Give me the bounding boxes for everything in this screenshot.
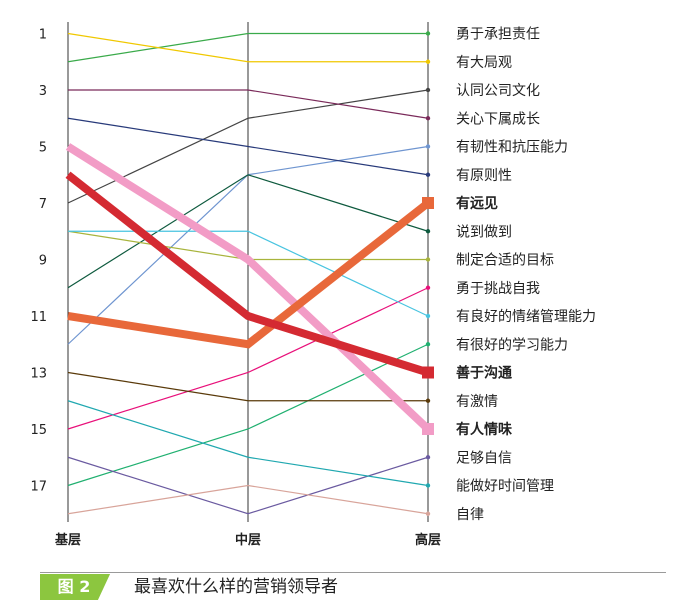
caption-rule	[40, 572, 666, 573]
series-end-marker	[422, 423, 434, 435]
category-label: 基层	[54, 532, 81, 548]
y-tick-label: 11	[30, 310, 47, 325]
y-tick-label: 13	[30, 367, 47, 382]
series-label: 善于沟通	[456, 365, 512, 382]
series-label: 有人情味	[456, 421, 512, 438]
series-line	[67, 400, 429, 487]
series-line	[67, 174, 429, 289]
series-end-marker	[425, 511, 431, 516]
series-line	[68, 89, 429, 119]
series-line	[67, 32, 428, 63]
series-label: 制定合适的目标	[456, 253, 554, 269]
figure-label: 图 2	[57, 577, 91, 596]
series-end-marker	[425, 483, 431, 488]
series-label: 勇于挑战自我	[456, 281, 540, 297]
category-label: 高层	[415, 532, 441, 548]
series-line	[67, 89, 429, 204]
figure-caption: 最喜欢什么样的营销领导者	[134, 577, 338, 597]
series-line	[67, 484, 429, 515]
series-label: 有很好的学习能力	[456, 337, 568, 353]
y-tick-label: 7	[39, 197, 47, 212]
y-tick-label: 5	[39, 141, 47, 156]
series-end-marker	[422, 197, 434, 209]
y-tick-label: 15	[30, 423, 47, 438]
series-end-marker	[425, 116, 431, 121]
series-end-marker	[425, 342, 431, 347]
series-end-marker	[425, 172, 431, 177]
series-label: 说到做到	[456, 224, 512, 240]
series-end-marker	[425, 257, 431, 262]
series-label: 有大局观	[456, 55, 512, 71]
y-tick-label: 9	[39, 254, 47, 269]
series-label: 有原则性	[456, 168, 512, 184]
series-line	[67, 287, 429, 430]
series-label: 有远见	[456, 195, 498, 212]
y-tick-label: 1	[39, 28, 47, 43]
series-label: 有韧性和抗压能力	[456, 140, 568, 156]
series-line	[67, 32, 428, 63]
series-end-marker	[425, 455, 431, 460]
series-label: 认同公司文化	[456, 83, 540, 99]
series-line	[67, 117, 429, 176]
series-line	[68, 230, 429, 317]
series-line	[65, 143, 431, 432]
series-end-marker	[425, 285, 431, 290]
series-label: 有激情	[456, 393, 498, 410]
series-end-marker	[425, 398, 431, 403]
series-end-marker	[425, 229, 431, 234]
category-label: 中层	[235, 532, 261, 548]
series-end-marker	[425, 87, 431, 93]
series-line	[67, 371, 428, 402]
series-line	[67, 199, 431, 349]
y-tick-label: 17	[30, 480, 47, 495]
series-label: 能做好时间管理	[456, 479, 554, 495]
series-end-marker	[425, 59, 431, 64]
series-label: 自律	[456, 507, 484, 523]
series-end-marker	[422, 366, 434, 379]
series-label: 关心下属成长	[456, 111, 540, 127]
series-label: 足够自信	[456, 450, 512, 466]
series-label: 勇于承担责任	[456, 27, 540, 43]
series-line	[65, 171, 430, 377]
series-label: 有良好的情绪管理能力	[456, 309, 596, 325]
series-end-marker	[425, 313, 431, 319]
series-end-marker	[425, 144, 431, 149]
series-end-marker	[425, 31, 431, 36]
y-tick-label: 3	[39, 84, 47, 99]
